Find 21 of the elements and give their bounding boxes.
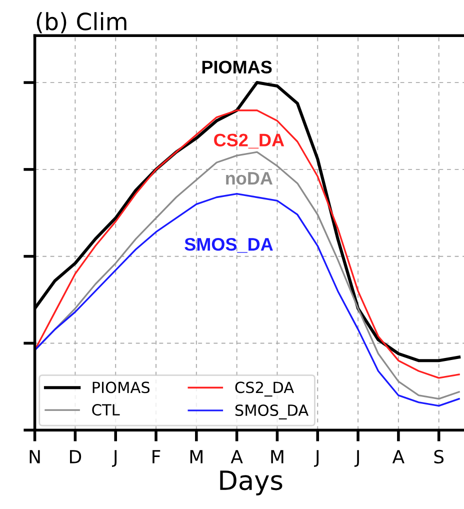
legend-label: SMOS_DA [235, 404, 308, 420]
x-tick-label: A [230, 450, 243, 464]
x-tick-label: A [392, 450, 404, 464]
annotation: noDA [226, 172, 273, 185]
annotation: CS2_DA [214, 134, 284, 149]
x-tick-label: M [271, 450, 284, 464]
x-tick-label: D [70, 450, 82, 464]
x-tick-label: S [434, 450, 444, 464]
x-tick-label: N [30, 450, 40, 464]
x-tick-label: J [112, 450, 116, 467]
x-tick-label: J [314, 450, 319, 467]
legend-label: CS2_DA [235, 382, 294, 397]
x-tick-label: M [190, 450, 202, 464]
x-tick-label: F [152, 450, 160, 464]
x-axis-title: Days [220, 470, 282, 496]
legend-label: PIOMAS [92, 382, 150, 394]
x-tick-label: J [354, 450, 359, 467]
legend-label: CTL [92, 404, 120, 416]
chart-title: (b) Clim [36, 12, 126, 34]
annotation: SMOS_DA [184, 238, 273, 253]
text: PIOMAS [202, 60, 272, 74]
